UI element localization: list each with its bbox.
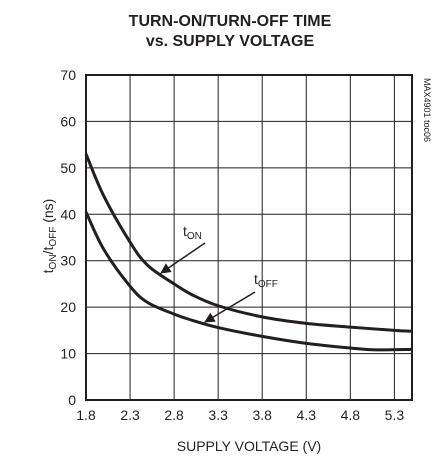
y-tick-label: 30 bbox=[60, 253, 76, 269]
y-tick-label: 0 bbox=[68, 392, 76, 408]
y-axis-label-main: t bbox=[40, 269, 56, 273]
y-tick-label: 40 bbox=[60, 206, 76, 222]
x-tick-label: 5.3 bbox=[385, 407, 405, 423]
x-tick-label: 1.8 bbox=[76, 407, 96, 423]
series-label-arrow bbox=[160, 242, 206, 274]
x-axis-label: SUPPLY VOLTAGE (V) bbox=[177, 438, 321, 454]
series-label-ton: tON bbox=[183, 223, 202, 242]
y-axis-label-sub-off: OFF bbox=[48, 227, 59, 247]
series-label-toff: tOFF bbox=[254, 271, 278, 290]
y-axis-label-separator: /t bbox=[40, 247, 56, 255]
annotations: tON tOFF bbox=[160, 223, 278, 323]
x-tick-label: 4.8 bbox=[341, 407, 361, 423]
chart-title: TURN-ON/TURN-OFF TIME bbox=[129, 13, 332, 30]
figure-id-note: MAX4901 toc06 bbox=[422, 78, 432, 142]
y-axis-label: tON/tOFF (ns) bbox=[40, 199, 59, 274]
x-tick-label: 2.3 bbox=[120, 407, 140, 423]
y-tick-labels: 0 10 20 30 40 50 60 70 bbox=[60, 67, 76, 408]
y-tick-label: 10 bbox=[60, 346, 76, 362]
x-tick-label: 3.8 bbox=[252, 407, 272, 423]
curves bbox=[84, 153, 413, 352]
x-tick-label: 4.3 bbox=[297, 407, 317, 423]
x-tick-labels: 1.8 2.3 2.8 3.3 3.8 4.3 4.8 5.3 bbox=[76, 407, 404, 423]
y-axis-label-unit: (ns) bbox=[40, 199, 56, 227]
series-label-arrow bbox=[204, 291, 256, 323]
plot-frame bbox=[85, 74, 413, 401]
x-tick-label: 2.8 bbox=[164, 407, 184, 423]
chart-subtitle: vs. SUPPLY VOLTAGE bbox=[146, 33, 315, 50]
series-line-ton bbox=[84, 153, 413, 333]
y-tick-label: 60 bbox=[60, 113, 76, 129]
y-tick-label: 20 bbox=[60, 299, 76, 315]
y-axis-label-sub-on: ON bbox=[48, 254, 59, 269]
series-line-toff bbox=[84, 211, 413, 352]
y-tick-label: 50 bbox=[60, 160, 76, 176]
grid bbox=[86, 75, 412, 400]
x-tick-label: 3.3 bbox=[208, 407, 228, 423]
y-tick-label: 70 bbox=[60, 67, 76, 83]
